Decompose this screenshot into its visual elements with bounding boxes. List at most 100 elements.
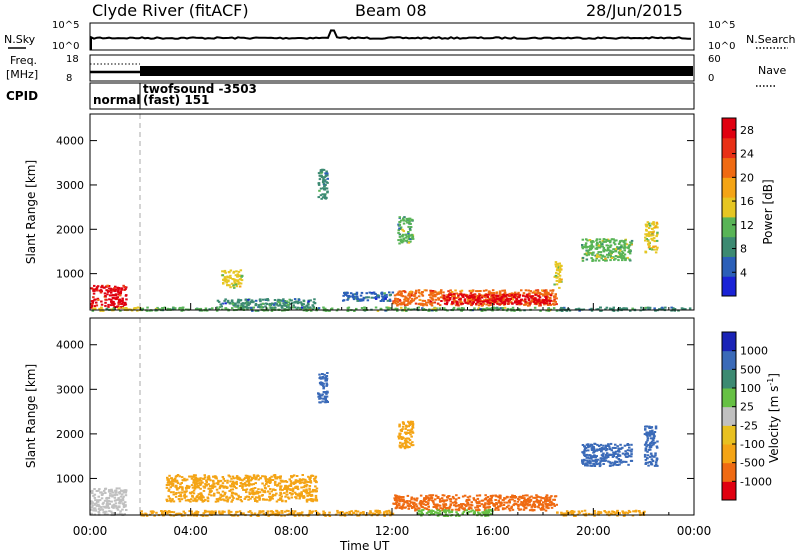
scatter-cell	[644, 223, 648, 226]
scatter-cell	[125, 509, 128, 511]
scatter-cell	[500, 296, 503, 299]
scatter-cell	[618, 460, 622, 463]
scatter-cell	[546, 293, 549, 296]
scatter-cell	[314, 485, 317, 488]
scatter-cell	[405, 444, 408, 447]
scatter-cell	[527, 499, 530, 502]
scatter-cell	[653, 455, 656, 458]
scatter-cell	[655, 459, 658, 462]
scatter-cell	[528, 304, 531, 307]
scatter-cell	[179, 493, 182, 496]
scatter-cell	[181, 491, 184, 494]
scatter-cell	[541, 503, 544, 506]
scatter-cell	[325, 187, 329, 190]
scatter-cell	[268, 499, 271, 502]
scatter-cell	[353, 295, 356, 298]
scatter-cell	[351, 293, 355, 296]
scatter-cell	[630, 453, 633, 456]
scatter-cell	[614, 460, 617, 463]
scatter-cell	[409, 420, 413, 423]
scatter-cell	[398, 498, 402, 501]
scatter-cell	[619, 443, 622, 446]
y-tick-label: 3000	[56, 383, 84, 396]
scatter-cell	[245, 495, 249, 498]
scatter-cell	[462, 503, 465, 505]
scatter-cell	[395, 506, 399, 508]
scatter-cell	[276, 511, 280, 514]
scatter-cell	[438, 304, 442, 307]
scatter-cell	[441, 507, 444, 510]
scatter-cell	[95, 301, 98, 304]
scatter-cell	[593, 514, 596, 517]
scatter-cell	[623, 249, 626, 252]
scatter-cell	[607, 244, 610, 247]
scatter-cell	[463, 507, 466, 510]
scatter-cell	[656, 446, 659, 449]
scatter-cell	[516, 503, 519, 506]
scatter-cell	[177, 491, 181, 494]
scatter-cell	[601, 243, 604, 246]
scatter-cell	[426, 301, 430, 304]
scatter-cell	[108, 503, 111, 505]
scatter-cell	[524, 506, 528, 509]
scatter-cell	[486, 300, 489, 303]
scatter-cell	[588, 239, 592, 241]
scatter-cell	[439, 292, 442, 295]
scatter-cell	[236, 477, 239, 480]
scatter-cell	[221, 510, 224, 513]
scatter-cell	[224, 271, 227, 274]
scatter-cell	[298, 482, 302, 485]
scatter-cell	[547, 309, 550, 312]
scatter-cell	[421, 294, 425, 297]
scatter-cell	[199, 482, 202, 485]
scatter-cell	[216, 299, 220, 302]
scatter-cell	[423, 497, 426, 500]
scatter-cell	[550, 500, 553, 503]
scatter-cell	[608, 253, 612, 255]
scatter-cell	[399, 219, 403, 222]
scatter-cell	[524, 289, 528, 292]
scatter-cell	[221, 512, 224, 515]
scatter-cell	[427, 499, 430, 502]
scatter-cell	[497, 508, 500, 511]
scatter-cell	[172, 491, 175, 494]
scatter-cell	[600, 459, 603, 461]
scatter-cell	[103, 489, 106, 492]
scatter-cell	[427, 502, 430, 505]
scatter-cell	[452, 302, 455, 305]
scatter-cell	[610, 238, 614, 241]
scatter-cell	[251, 476, 254, 479]
scatter-cell	[175, 487, 179, 490]
scatter-cell	[618, 241, 622, 244]
scatter-cell	[290, 475, 293, 478]
scatter-cell	[125, 298, 128, 301]
scatter-cell	[581, 444, 585, 446]
scatter-cell	[614, 250, 618, 253]
scatter-cell	[401, 240, 405, 243]
scatter-cell	[621, 252, 625, 254]
scatter-cell	[116, 508, 120, 511]
scatter-cell	[590, 247, 594, 250]
scatter-cell	[241, 306, 244, 309]
scatter-cell	[362, 297, 366, 300]
scatter-cell	[156, 308, 160, 310]
scatter-cell	[295, 480, 298, 482]
scatter-cell	[432, 503, 436, 506]
scatter-cell	[457, 294, 460, 297]
scatter-cell	[602, 452, 605, 455]
scatter-cell	[349, 292, 353, 295]
scatter-cell	[289, 299, 293, 302]
scatter-cell	[504, 497, 507, 500]
scatter-cell	[270, 475, 273, 478]
scatter-cell	[539, 301, 543, 304]
scatter-cell	[292, 487, 295, 490]
scatter-cell	[618, 450, 621, 453]
scatter-cell	[97, 500, 100, 503]
scatter-cell	[248, 475, 252, 478]
scatter-cell	[533, 306, 537, 309]
scatter-cell	[613, 239, 616, 242]
scatter-cell	[140, 512, 144, 515]
scatter-cell	[621, 259, 624, 262]
scatter-cell	[487, 509, 491, 512]
